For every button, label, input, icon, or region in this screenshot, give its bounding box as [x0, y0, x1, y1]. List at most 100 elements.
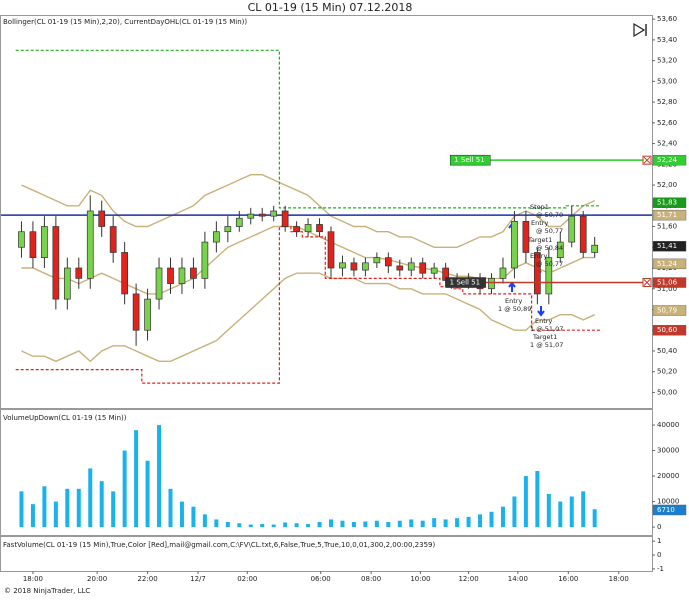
candle-body [235, 217, 243, 227]
volume-bar [489, 511, 494, 528]
candle-body [568, 215, 576, 243]
y-tick-label: 10000 [657, 498, 679, 506]
trade-annotation: @ 50,70 [536, 211, 563, 219]
candle-body [178, 267, 186, 284]
candle-body [41, 226, 48, 258]
x-tick-label: 18:00 [609, 575, 629, 583]
volume-bar [329, 519, 333, 528]
volume-bar [432, 518, 437, 528]
y-tick-label: 0 [657, 551, 661, 559]
play-icon[interactable] [633, 22, 647, 38]
candle-body [419, 262, 427, 274]
candle-body [293, 226, 300, 233]
candle-body [18, 231, 25, 248]
order-close-x [643, 279, 651, 286]
candle-body [488, 278, 495, 290]
x-tick-label: 18:00 [23, 575, 43, 583]
volume-bar [409, 519, 414, 528]
volume-bar [283, 522, 288, 528]
candle-body [350, 262, 358, 271]
candle-body [304, 224, 312, 233]
fastvolume-panel [0, 536, 653, 572]
candle-body [281, 210, 289, 227]
candle-body [522, 221, 530, 253]
volume-bar [202, 514, 207, 528]
candle-body [63, 267, 71, 300]
volume-bar [363, 521, 368, 528]
volume-bar [19, 491, 24, 528]
order-box [449, 154, 491, 166]
volume-bar [500, 506, 505, 528]
volume-bar [581, 491, 586, 528]
y-tick-label: 20000 [657, 472, 679, 480]
volume-bar [558, 501, 563, 528]
trade-annotation: Entry [535, 317, 552, 325]
candle-body [556, 241, 564, 258]
volume-bar [179, 501, 184, 528]
price-marker [652, 209, 687, 221]
candle-body [29, 231, 37, 258]
trade-annotation: Target1 [532, 333, 557, 341]
trade-annotation: Stop1 [530, 203, 549, 211]
day-high [15, 49, 601, 209]
volume-bar [455, 518, 460, 528]
y-tick-label: 30000 [657, 447, 679, 455]
candle-body [499, 267, 507, 279]
x-tick-label: 12:00 [458, 575, 478, 583]
trade-annotation: Entry [505, 297, 522, 305]
price-marker-label: 51,83 [657, 199, 677, 207]
candle-body [132, 293, 140, 331]
candle-body [224, 226, 232, 233]
y-tick-label: 52,00 [657, 181, 677, 189]
price-marker-label: 6710 [657, 506, 675, 514]
trade-annotation: @ 50,84 [536, 244, 563, 252]
volume-bar [478, 514, 483, 528]
volume-bar [65, 488, 70, 528]
panel-label: VolumeUpDown(CL 01-19 (15 Min)) [3, 414, 127, 422]
price-marker [652, 305, 687, 316]
volume-panel [0, 409, 653, 536]
panel-label: Bollinger(CL 01-19 (15 Min),2,20), Curre… [3, 18, 247, 26]
volume-bar [271, 524, 276, 528]
chart-title: CL 01-19 (15 Min) 07.12.2018 [248, 1, 413, 14]
volume-bar [88, 468, 93, 528]
volume-bar [145, 460, 150, 528]
order-close-x [643, 156, 651, 164]
candle-body [579, 215, 587, 253]
volume-bar [122, 450, 127, 528]
y-tick-label: 50,00 [657, 388, 677, 396]
volume-bar [76, 488, 81, 528]
volume-bar [157, 425, 162, 528]
price-marker [652, 504, 687, 516]
candle-body [52, 226, 60, 300]
y-tick-label: 1 [657, 537, 661, 545]
candle-body [407, 262, 415, 271]
candle-body [373, 257, 381, 264]
y-tick-label: 53,00 [657, 77, 677, 85]
trade-annotation: 1 @ 51,07 [530, 341, 563, 349]
candle-body [201, 241, 209, 279]
price-marker-label: 51,06 [657, 279, 678, 287]
volume-bar [248, 524, 253, 528]
footer: © 2018 NinjaTrader, LLC [4, 587, 90, 595]
volume-bar [99, 481, 104, 528]
candle-body [270, 210, 278, 217]
volume-bar [569, 496, 574, 528]
candle-body [339, 262, 346, 269]
price-marker-label: 51,41 [657, 242, 677, 250]
volume-bar [546, 493, 551, 528]
candle-body [121, 252, 128, 295]
trade-annotation: 1 @ 50,89 [498, 305, 531, 313]
price-marker [652, 325, 687, 336]
candle-body [167, 267, 174, 284]
trade-annotation: Entry [530, 252, 547, 260]
panel-label: FastVolume(CL 01-19 (15 Min),True,Color … [3, 541, 435, 549]
y-tick-label: 50,20 [657, 368, 677, 376]
volume-bar [111, 491, 116, 528]
price-panel [0, 15, 653, 409]
y-tick-label: 53,60 [657, 15, 677, 23]
candle-body [362, 262, 369, 271]
volume-bar [397, 520, 402, 528]
x-tick-label: 16:00 [558, 575, 578, 583]
candle-body [155, 267, 163, 300]
